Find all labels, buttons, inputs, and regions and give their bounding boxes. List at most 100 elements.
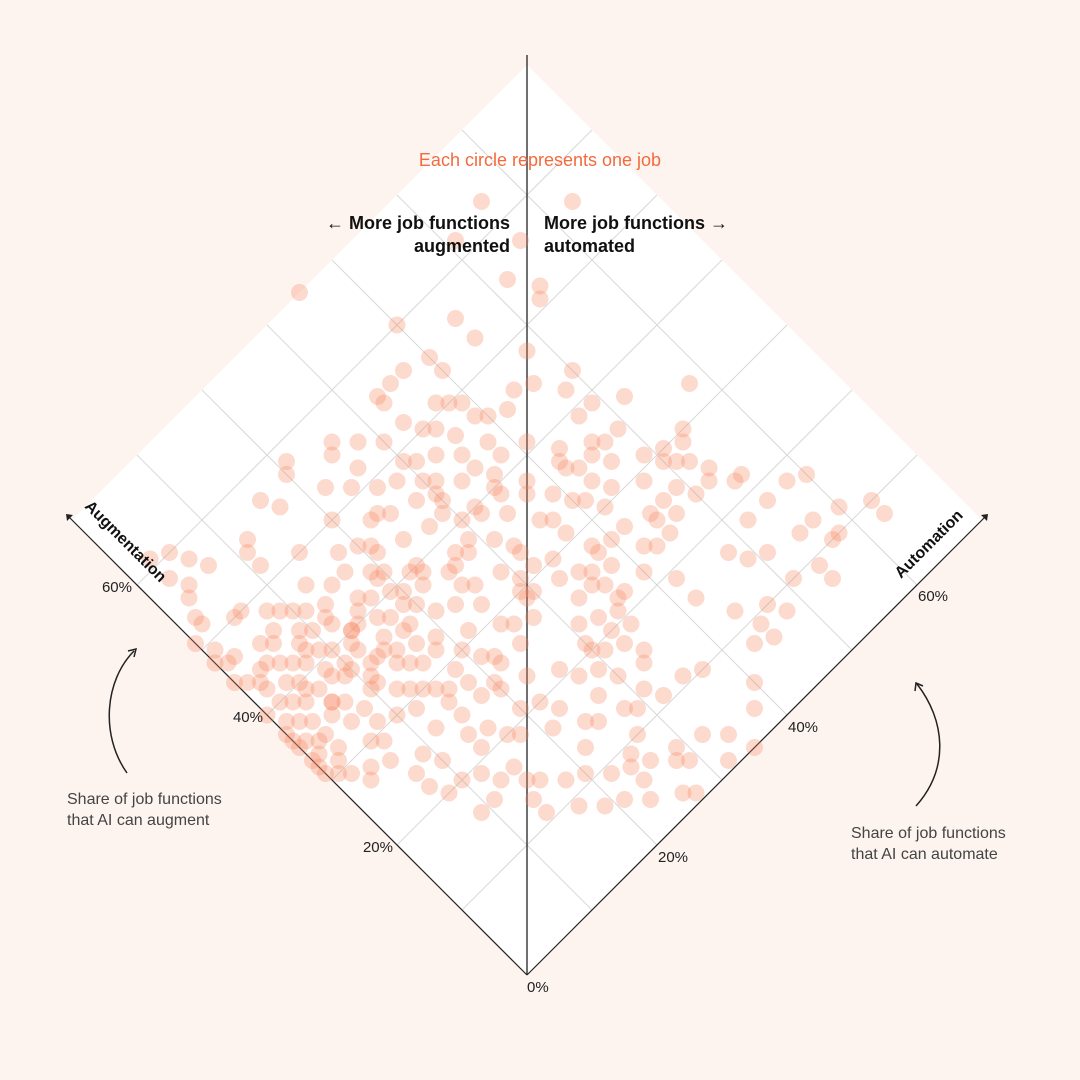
data-point-70	[349, 433, 367, 451]
gridline-automate-20	[201, 389, 658, 846]
data-point-93	[440, 563, 458, 581]
data-point-359	[486, 648, 503, 665]
data-point-54	[362, 667, 380, 685]
data-point-169	[551, 440, 568, 457]
axes	[66, 514, 988, 976]
data-point-156	[596, 641, 614, 659]
data-point-279	[343, 765, 360, 782]
data-point-38	[349, 615, 367, 633]
data-point-358	[473, 687, 490, 704]
tick-mark-automate-20	[651, 844, 658, 851]
data-point-208	[479, 407, 497, 425]
data-point-288	[304, 752, 321, 769]
data-point-8	[297, 680, 315, 698]
data-point-380	[603, 531, 620, 548]
data-point-323	[427, 719, 445, 737]
data-point-56	[375, 563, 393, 581]
data-point-213	[453, 394, 471, 412]
data-point-145	[518, 589, 536, 607]
gridlines	[136, 129, 918, 911]
tick-mark-augment-20	[396, 844, 403, 851]
data-point-278	[362, 771, 380, 789]
data-point-126	[427, 472, 445, 490]
data-point-32	[323, 693, 341, 711]
data-point-111	[512, 583, 529, 600]
tick-label-automate-40: 40%	[788, 719, 818, 736]
data-point-386	[466, 459, 484, 477]
data-point-364	[362, 654, 380, 672]
data-point-328	[343, 713, 360, 730]
data-point-401	[161, 544, 178, 561]
data-point-338	[388, 680, 406, 698]
data-point-207	[518, 342, 536, 360]
data-point-95	[388, 641, 406, 659]
data-point-281	[330, 739, 347, 756]
data-point-41	[362, 680, 380, 698]
data-point-329	[356, 700, 373, 717]
data-point-337	[323, 706, 341, 724]
gridline-augment-50	[201, 194, 658, 651]
header-augmented-line1: ← More job functions	[326, 213, 510, 233]
tick-label-augment-40: 40%	[233, 709, 263, 726]
gridline-automate-30	[266, 324, 723, 781]
data-point-303	[557, 771, 575, 789]
data-point-227	[616, 518, 633, 535]
data-point-325	[408, 700, 425, 717]
data-point-242	[752, 615, 770, 633]
data-point-243	[811, 557, 828, 574]
data-point-146	[590, 544, 607, 561]
data-point-397	[239, 531, 256, 548]
data-point-2	[206, 654, 224, 672]
data-point-81	[395, 531, 412, 548]
data-point-100	[453, 576, 471, 594]
data-point-302	[531, 771, 549, 789]
data-point-244	[824, 570, 841, 587]
data-point-167	[570, 459, 588, 477]
data-point-286	[291, 713, 308, 730]
annotation-arrow-right	[915, 683, 941, 807]
data-point-48	[375, 628, 393, 646]
data-point-324	[453, 706, 471, 724]
data-point-317	[544, 719, 562, 737]
data-point-335	[271, 654, 289, 672]
data-point-394	[323, 446, 341, 464]
data-point-12	[226, 648, 243, 665]
data-point-47	[317, 596, 334, 613]
data-point-391	[427, 394, 445, 412]
data-point-43	[297, 641, 315, 659]
data-point-265	[596, 797, 614, 815]
data-point-24	[252, 661, 269, 678]
data-point-21	[284, 732, 302, 750]
data-point-29	[323, 576, 341, 594]
data-point-163	[635, 472, 653, 490]
gridline-automate-60	[461, 129, 918, 586]
data-point-373	[323, 615, 341, 633]
data-point-64	[395, 596, 412, 613]
data-point-251	[824, 531, 841, 548]
data-point-234	[798, 466, 815, 483]
data-point-393	[375, 433, 393, 451]
data-point-171	[557, 459, 575, 477]
data-point-221	[375, 394, 393, 412]
data-point-326	[388, 706, 406, 724]
data-point-165	[603, 479, 620, 496]
note-automate-line1: Share of job functions	[851, 825, 1006, 842]
data-point-299	[453, 771, 471, 789]
data-point-105	[460, 622, 477, 639]
data-point-356	[531, 693, 549, 711]
data-point-94	[369, 544, 386, 561]
data-point-187	[681, 453, 698, 470]
axis-arrowhead-augmentation	[66, 514, 73, 521]
data-point-182	[655, 453, 672, 470]
data-point-136	[518, 433, 536, 451]
data-point-190	[661, 524, 679, 542]
data-point-205	[473, 193, 490, 210]
data-point-40	[349, 641, 367, 659]
data-point-314	[577, 739, 594, 756]
data-point-351	[694, 661, 711, 678]
annotation-arrow-right-head	[914, 681, 924, 692]
data-point-168	[583, 472, 601, 490]
data-point-18	[252, 557, 269, 574]
data-point-158	[577, 635, 594, 652]
data-point-63	[401, 615, 419, 633]
